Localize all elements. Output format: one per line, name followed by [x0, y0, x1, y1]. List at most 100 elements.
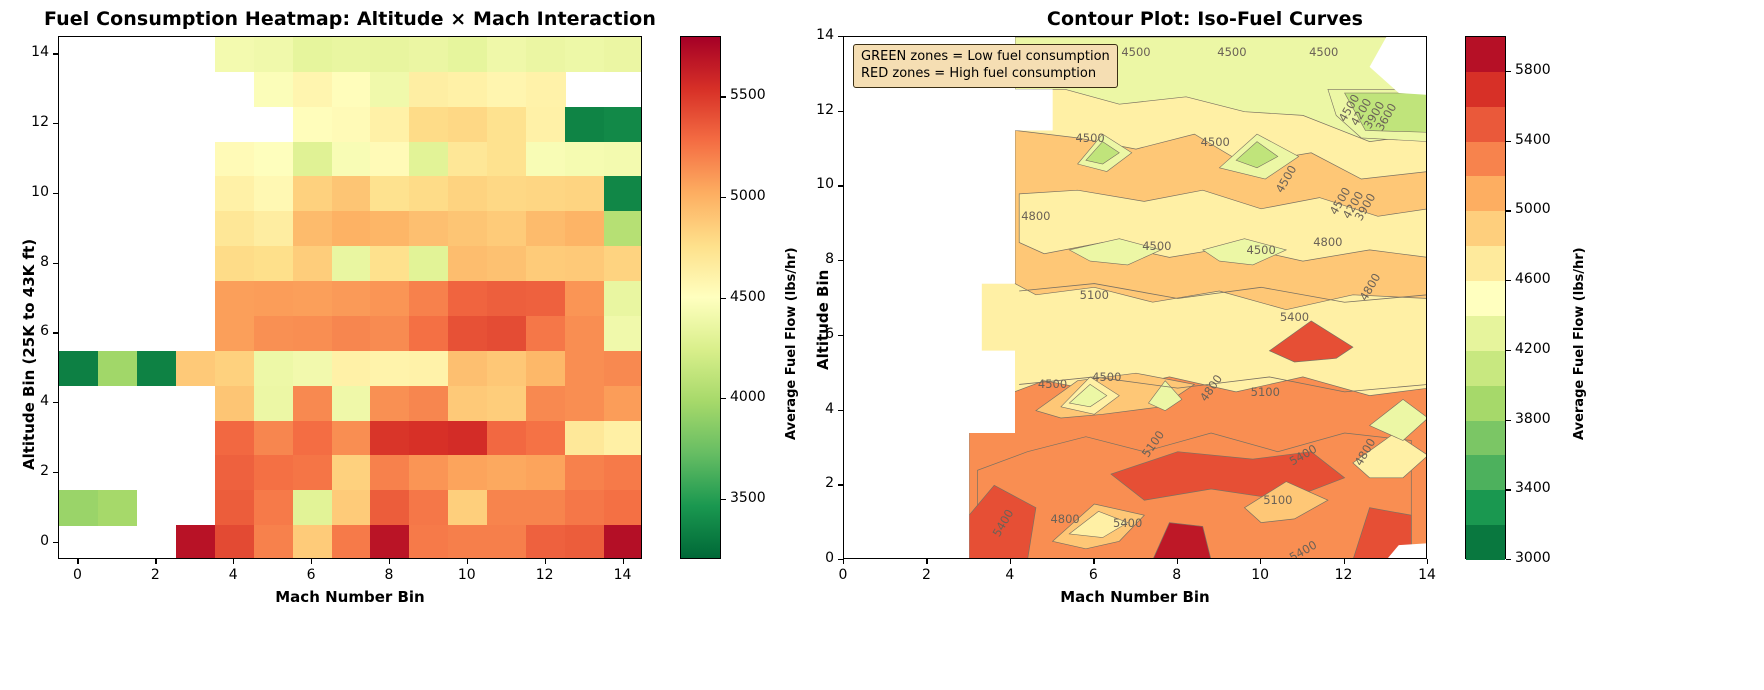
axis-tick-label: 5800: [1515, 61, 1551, 78]
heatmap-cell: [487, 37, 527, 73]
heatmap-cell: [604, 246, 641, 282]
heatmap-cell: [292, 176, 333, 212]
heatmap-cell: [370, 420, 410, 456]
colorbar-segment: [1466, 141, 1505, 177]
contour-level-label: 4500: [1075, 130, 1105, 145]
heatmap-cell: [565, 385, 605, 422]
heatmap-cell: [526, 211, 566, 247]
heatmap-cell: [331, 490, 372, 526]
heatmap-cell: [253, 315, 294, 352]
heatmap-cell: [409, 420, 449, 456]
heatmap-cell: [409, 455, 449, 491]
heatmap-cell: [604, 106, 641, 143]
contour-pocket: [1201, 238, 1288, 266]
contour-pocket-4200: [1068, 384, 1108, 408]
axis-tick-label: 2: [825, 475, 834, 492]
contour-level-label: 4500: [1246, 242, 1276, 257]
heatmap-cell: [526, 455, 566, 491]
heatmap-cell: [292, 246, 333, 282]
heatmap-cell: [448, 455, 488, 491]
heatmap-cell: [214, 211, 255, 247]
axis-tick: [1176, 559, 1178, 564]
heatmap-cell: [253, 37, 294, 73]
heatmap-cell: [565, 281, 605, 317]
heatmap-cell: [604, 315, 641, 352]
axis-tick: [1506, 349, 1511, 352]
axis-tick: [53, 541, 58, 543]
heatmap-cell: [487, 246, 527, 282]
heatmap-cell: [253, 455, 294, 491]
heatmap-cell: [604, 385, 641, 422]
heatmap-cell: [370, 37, 410, 73]
contour-pocket-4500b: [1068, 511, 1129, 538]
heatmap-cell: [565, 490, 605, 526]
heatmap-cell: [409, 281, 449, 317]
contour-pocket-hi4: [1235, 141, 1279, 169]
colorbar-segment: [1466, 176, 1505, 212]
heatmap-cell: [370, 141, 410, 178]
contour-nodata-br: [1387, 543, 1426, 558]
heatmap-cell: [253, 281, 294, 317]
heatmap-cell: [487, 455, 527, 491]
axis-tick-label: 5500: [730, 87, 766, 104]
axis-tick-label: 2: [150, 567, 160, 583]
axis-tick-label: 2: [921, 567, 931, 583]
contour-colorbar: [1465, 36, 1506, 561]
heatmap-cell: [565, 176, 605, 212]
heatmap-cell: [565, 106, 605, 143]
heatmap-cell: [370, 71, 410, 108]
axis-tick: [1506, 210, 1511, 212]
heatmap-colorbar-label: Average Fuel Flow (lbs/hr): [784, 247, 799, 440]
contour-level-label: 4800: [1050, 511, 1080, 526]
heatmap-cell: [448, 176, 488, 212]
heatmap-cell: [487, 106, 527, 143]
heatmap-cell: [526, 350, 566, 387]
axis-tick: [838, 334, 843, 337]
contour-level-label: 4500: [1037, 377, 1068, 392]
heatmap-cell: [487, 141, 527, 178]
colorbar-segment: [1466, 455, 1505, 491]
heatmap-cell: [604, 176, 641, 212]
heatmap-cell: [253, 246, 294, 282]
axis-tick: [1427, 559, 1429, 564]
heatmap-cell: [565, 525, 605, 558]
axis-tick-label: 3500: [730, 489, 766, 506]
heatmap-cell: [409, 385, 449, 422]
axis-tick: [544, 559, 546, 564]
axis-tick: [721, 297, 726, 299]
axis-tick-label: 4: [1005, 567, 1015, 583]
axis-tick-label: 0: [825, 550, 834, 566]
contour-level-label: 5400: [1279, 310, 1310, 325]
contour-level-label: 5100: [1250, 384, 1280, 399]
heatmap-cell: [487, 490, 527, 526]
axis-tick-label: 3400: [1515, 480, 1551, 497]
heatmap-cell: [604, 455, 641, 491]
heatmap-cell: [370, 281, 410, 317]
heatmap-cell: [253, 350, 294, 387]
heatmap-cell: [331, 37, 372, 73]
axis-tick: [1506, 489, 1511, 491]
heatmap-cell: [526, 106, 566, 143]
contour-nodata: [1369, 37, 1426, 95]
heatmap-cell: [565, 37, 605, 73]
heatmap-cell: [253, 176, 294, 212]
heatmap-cell: [370, 525, 410, 558]
heatmap-cell: [214, 420, 255, 456]
heatmap-cell: [370, 106, 410, 143]
heatmap-cell: [370, 490, 410, 526]
heatmap-cell: [331, 420, 372, 456]
heatmap-cell: [370, 350, 410, 387]
heatmap-cell: [175, 350, 216, 387]
axis-tick: [311, 559, 313, 564]
axis-tick-label: 14: [613, 567, 632, 583]
axis-tick: [388, 559, 391, 564]
axis-tick: [1506, 559, 1511, 561]
heatmap-cell: [292, 71, 333, 108]
heatmap-cell: [487, 525, 527, 558]
heatmap-panel: Fuel Consumption Heatmap: Altitude × Mac…: [0, 0, 820, 690]
heatmap-cell: [292, 350, 333, 387]
colorbar-segment: [1466, 211, 1505, 247]
contour-pocket-4800c: [1243, 481, 1329, 523]
heatmap-cell: [97, 490, 138, 526]
colorbar-segment: [1466, 490, 1505, 526]
